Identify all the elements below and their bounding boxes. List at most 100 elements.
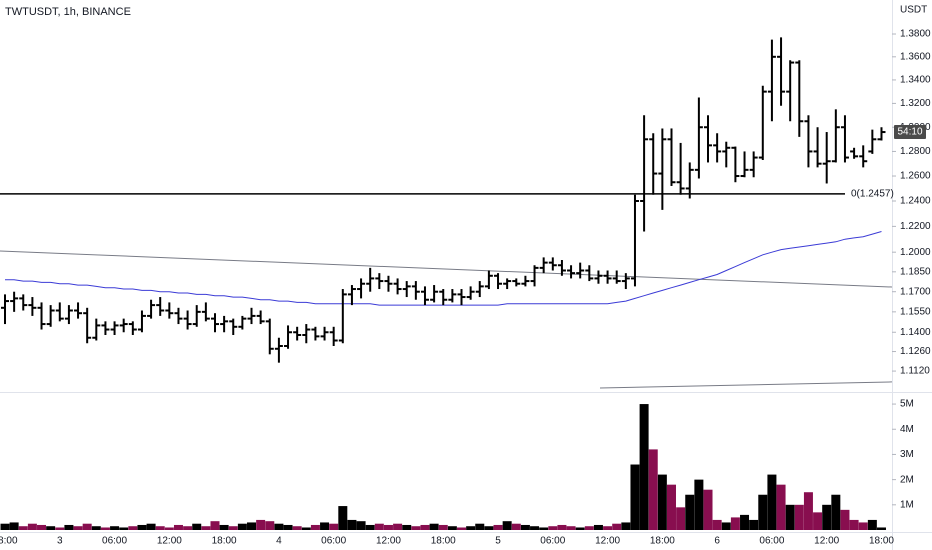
volume-bar	[712, 519, 722, 530]
price-badge	[894, 125, 926, 140]
volume-bar	[740, 514, 750, 530]
trend-line	[599, 381, 892, 389]
x-tick-label: 12:00	[814, 536, 839, 547]
volume-bar	[356, 521, 366, 530]
volume-bar	[758, 494, 768, 530]
volume-bar	[210, 521, 220, 530]
volume-bar	[155, 526, 165, 530]
horizontal-line-label: 0(1.2457)	[851, 188, 894, 199]
y-tick-label: 1.2600	[900, 171, 931, 182]
volume-bar	[274, 523, 284, 530]
volume-bar	[247, 522, 257, 530]
volume-bar	[201, 526, 211, 530]
volume-tick-label: 3M	[900, 449, 914, 460]
x-tick-label: 6	[714, 536, 720, 547]
volume-bar	[813, 512, 823, 530]
y-tick-label: 1.3400	[900, 75, 931, 86]
volume-bar	[374, 523, 384, 530]
volume-bar	[621, 522, 631, 530]
volume-bar	[749, 519, 759, 530]
volume-bar	[767, 474, 777, 530]
x-tick-label: 4	[276, 536, 282, 547]
x-tick-label: 5	[495, 536, 501, 547]
price-badge-label: 54:10	[897, 127, 922, 138]
volume-bar	[539, 527, 549, 530]
volume-bar	[219, 524, 229, 530]
volume-bar	[694, 479, 704, 530]
chart-title: TWTUSDT, 1h, BINANCE	[5, 6, 131, 18]
volume-tick-label: 2M	[900, 474, 914, 485]
volume-bar	[676, 507, 686, 530]
volume-bar	[429, 523, 439, 530]
volume-bar	[794, 504, 804, 530]
y-axis-label: USDT	[900, 5, 927, 16]
y-tick-label: 1.3600	[900, 51, 931, 62]
y-tick-label: 1.3200	[900, 98, 931, 109]
volume-bar	[438, 524, 448, 530]
volume-bar	[575, 527, 585, 530]
x-tick-label: 06:00	[321, 536, 346, 547]
volume-bar	[173, 524, 183, 530]
volume-bar	[876, 527, 886, 530]
volume-bar	[46, 526, 56, 530]
volume-bar	[292, 526, 302, 530]
volume-tick-label: 4M	[900, 424, 914, 435]
volume-bar	[502, 521, 512, 530]
volume-bar	[484, 526, 494, 530]
volume-bar	[466, 526, 476, 530]
volume-bar	[55, 527, 65, 530]
volume-bar	[803, 492, 813, 530]
y-tick-label: 1.1260	[900, 346, 931, 357]
volume-bar	[37, 524, 47, 530]
volume-bar	[566, 526, 576, 530]
volume-bar	[657, 474, 667, 530]
volume-tick-label: 5M	[900, 399, 914, 410]
volume-bar	[849, 519, 859, 530]
x-tick-label: 18:00	[212, 536, 237, 547]
volume-bar	[110, 526, 120, 530]
volume-bar	[493, 524, 503, 530]
x-tick-label: 18:00	[650, 536, 675, 547]
volume-bar	[648, 449, 658, 530]
volume-bar	[703, 489, 713, 530]
volume-bar	[557, 524, 567, 530]
volume-bar	[457, 527, 466, 530]
volume-bar	[347, 519, 357, 530]
volume-bar	[858, 522, 868, 530]
y-tick-label: 1.2000	[900, 247, 931, 258]
y-tick-label: 1.2400	[900, 196, 931, 207]
trend-line	[0, 250, 892, 288]
volume-bar	[548, 526, 558, 530]
x-tick-label: 12:00	[157, 536, 182, 547]
volume-bar	[447, 526, 457, 530]
volume-bar	[840, 509, 850, 530]
volume-bar	[666, 484, 676, 530]
volume-bar	[822, 504, 832, 530]
volume-bar	[329, 523, 339, 530]
y-tick-label: 1.2200	[900, 221, 931, 232]
volume-bar	[630, 464, 640, 530]
y-tick-label: 1.3800	[900, 29, 931, 40]
volume-bar	[730, 517, 740, 530]
volume-bar	[192, 523, 202, 530]
volume-bar	[265, 521, 275, 530]
volume-bar	[776, 484, 786, 530]
volume-bar	[402, 524, 412, 530]
volume-bar	[128, 526, 138, 530]
volume-bar	[365, 524, 375, 530]
y-tick-label: 1.1700	[900, 286, 931, 297]
volume-bar	[18, 526, 28, 530]
y-tick-label: 1.1400	[900, 327, 931, 338]
volume-bar	[82, 523, 92, 530]
y-tick-label: 1.1550	[900, 306, 931, 317]
y-tick-label: 1.1850	[900, 266, 931, 277]
volume-bar	[310, 524, 320, 530]
volume-bar	[228, 526, 238, 530]
x-tick-label: 06:00	[540, 536, 565, 547]
x-tick-label: 18:00	[431, 536, 456, 547]
volume-bar	[164, 527, 174, 530]
volume-bar	[785, 504, 795, 530]
volume-bar	[119, 527, 129, 530]
